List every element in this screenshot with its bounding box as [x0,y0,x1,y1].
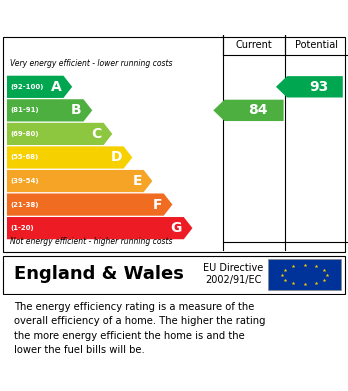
Bar [268,259,341,290]
Polygon shape [7,170,152,192]
Text: Potential: Potential [295,40,338,50]
Text: C: C [92,127,102,141]
Text: B: B [71,103,82,117]
Text: (81-91): (81-91) [10,108,39,113]
Text: The energy efficiency rating is a measure of the
overall efficiency of a home. T: The energy efficiency rating is a measur… [14,302,266,355]
Text: (92-100): (92-100) [10,84,44,90]
Polygon shape [7,123,112,145]
Text: (39-54): (39-54) [10,178,39,184]
Text: Very energy efficient - lower running costs: Very energy efficient - lower running co… [10,59,173,68]
Text: G: G [171,221,182,235]
Text: (69-80): (69-80) [10,131,39,137]
Text: 93: 93 [309,80,328,94]
Text: F: F [152,197,162,212]
Text: 84: 84 [248,103,267,117]
Text: D: D [110,151,122,165]
Text: Not energy efficient - higher running costs: Not energy efficient - higher running co… [10,237,173,246]
Text: England & Wales: England & Wales [14,265,184,283]
Text: Energy Efficiency Rating: Energy Efficiency Rating [10,9,239,27]
Text: (55-68): (55-68) [10,154,39,160]
Text: A: A [51,80,62,94]
Polygon shape [7,76,72,98]
Polygon shape [276,76,343,97]
Polygon shape [7,217,192,239]
Polygon shape [7,99,92,122]
Text: (1-20): (1-20) [10,225,34,231]
Text: E: E [133,174,142,188]
Polygon shape [7,146,132,169]
Text: EU Directive
2002/91/EC: EU Directive 2002/91/EC [203,263,263,285]
Polygon shape [213,100,284,121]
Text: Current: Current [236,40,272,50]
Text: (21-38): (21-38) [10,202,39,208]
Polygon shape [7,194,172,216]
